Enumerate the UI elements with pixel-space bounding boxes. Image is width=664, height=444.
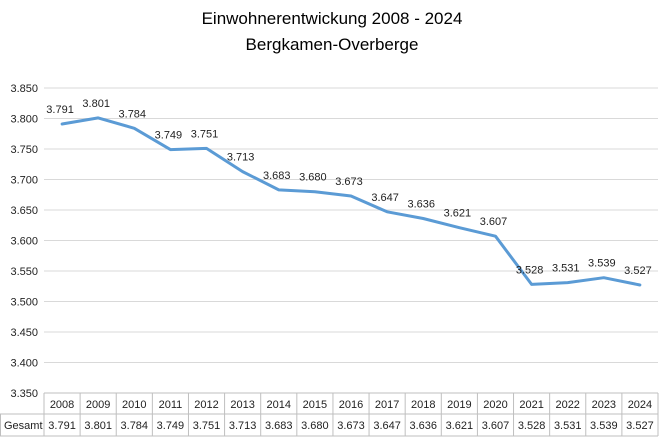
y-tick-label: 3.500 <box>10 297 38 309</box>
table-category-label: 2023 <box>592 399 616 411</box>
y-tick-label: 3.750 <box>10 144 38 156</box>
data-label: 3.607 <box>480 216 508 228</box>
table-value-cell: 3.621 <box>446 420 474 432</box>
table-category-label: 2011 <box>159 399 183 411</box>
table-value-cell: 3.683 <box>265 420 293 432</box>
data-label: 3.647 <box>371 192 399 204</box>
table-value-cell: 3.607 <box>482 420 510 432</box>
table-category-label: 2020 <box>483 399 507 411</box>
y-tick-label: 3.650 <box>10 205 38 217</box>
table-value-cell: 3.713 <box>229 420 257 432</box>
data-label: 3.713 <box>227 152 255 164</box>
table-category-label: 2022 <box>555 399 579 411</box>
y-tick-label: 3.600 <box>10 236 38 248</box>
table-category-label: 2013 <box>230 399 254 411</box>
table-category-label: 2019 <box>447 399 471 411</box>
data-label: 3.683 <box>263 170 291 182</box>
data-label: 3.528 <box>516 264 544 276</box>
table-value-cell: 3.528 <box>518 420 546 432</box>
table-value-cell: 3.531 <box>554 420 582 432</box>
y-axis: 3.350 3.400 3.450 3.500 3.550 3.600 3.650 3.700… <box>10 83 38 400</box>
y-tick-label: 3.700 <box>10 175 38 187</box>
data-label: 3.749 <box>155 130 183 142</box>
table-category-label: 2018 <box>411 399 435 411</box>
data-labels: 3.791 3.801 3.784 3.749 3.751 3.713 3.683 3.680… <box>46 98 651 277</box>
table-category-label: 2024 <box>628 399 652 411</box>
table-value-cell: 3.801 <box>84 420 112 432</box>
data-label: 3.801 <box>82 98 110 110</box>
table-value-cell: 3.784 <box>121 420 149 432</box>
table-value-cell: 3.647 <box>373 420 401 432</box>
table-value-cell: 3.751 <box>193 420 221 432</box>
table-value-cell: 3.636 <box>409 420 437 432</box>
table-value-cell: 3.539 <box>590 420 618 432</box>
chart-title: Einwohnerentwickung 2008 - 2024 <box>202 9 463 28</box>
table-value-cell: 3.791 <box>48 420 76 432</box>
table-category-label: 2015 <box>303 399 327 411</box>
y-tick-label: 3.450 <box>10 327 38 339</box>
table-value-cell: 3.527 <box>626 420 654 432</box>
data-label: 3.527 <box>624 265 652 277</box>
table-category-label: 2021 <box>519 399 543 411</box>
data-label: 3.680 <box>299 172 327 184</box>
data-label: 3.784 <box>119 108 147 120</box>
table-value-cell: 3.673 <box>337 420 365 432</box>
table-category-label: 2008 <box>50 399 74 411</box>
gridlines <box>44 87 658 394</box>
data-table: Gesamt 2008 3.791 2009 3.801 2010 3.784 2011 3.7… <box>0 392 659 437</box>
chart-subtitle: Bergkamen-Overberge <box>246 35 419 54</box>
y-tick-label: 3.800 <box>10 114 38 126</box>
table-series-name: Gesamt <box>4 420 43 432</box>
data-label: 3.539 <box>588 258 616 270</box>
data-label: 3.673 <box>335 176 363 188</box>
table-value-cell: 3.749 <box>157 420 185 432</box>
table-category-label: 2017 <box>375 399 399 411</box>
data-label: 3.531 <box>552 263 580 275</box>
y-tick-label: 3.400 <box>10 358 38 370</box>
data-label: 3.751 <box>191 128 219 140</box>
data-label: 3.791 <box>46 104 74 116</box>
data-label: 3.636 <box>407 199 435 211</box>
table-category-label: 2014 <box>267 399 291 411</box>
table-category-label: 2009 <box>86 399 110 411</box>
table-category-label: 2012 <box>194 399 218 411</box>
series-line-group <box>60 116 642 287</box>
table-category-label: 2010 <box>122 399 146 411</box>
y-tick-label: 3.850 <box>10 83 38 95</box>
table-value-cell: 3.680 <box>301 420 329 432</box>
series-line-gesamt <box>60 116 642 287</box>
data-label: 3.621 <box>444 208 472 220</box>
y-tick-label: 3.550 <box>10 266 38 278</box>
y-tick-label: 3.350 <box>10 388 38 400</box>
table-category-label: 2016 <box>339 399 363 411</box>
